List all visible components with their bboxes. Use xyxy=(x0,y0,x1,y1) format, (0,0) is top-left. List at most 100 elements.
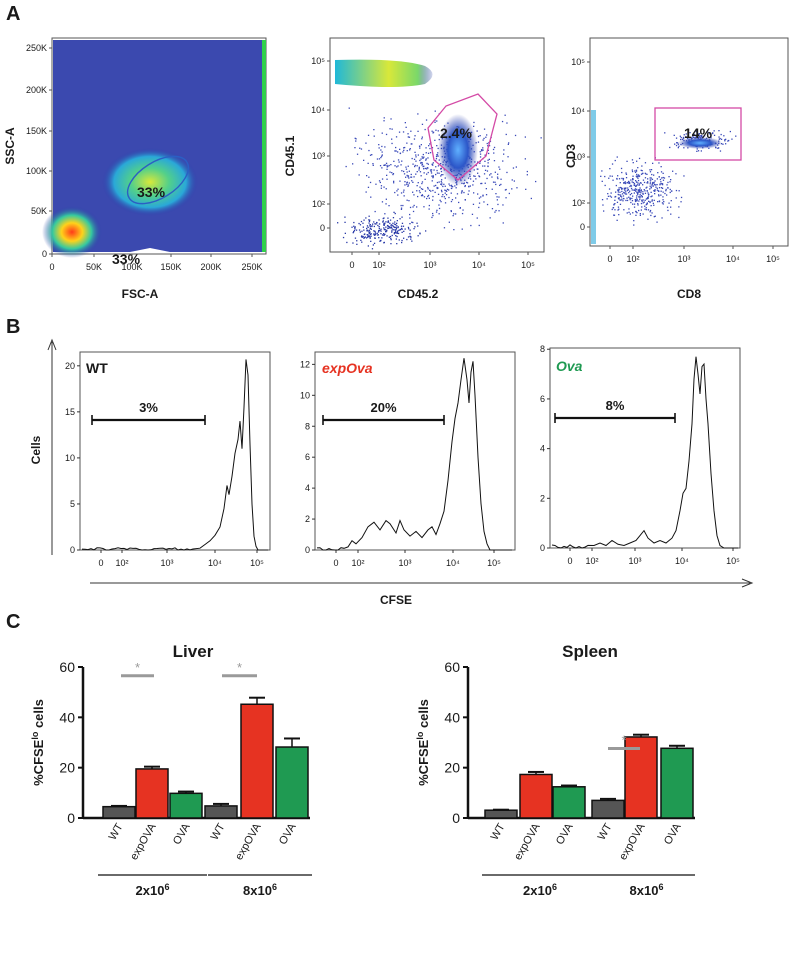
event-dot xyxy=(393,229,395,231)
event-dot xyxy=(649,185,651,187)
event-dot xyxy=(383,120,385,122)
x-tick-label: 10² xyxy=(351,558,364,568)
event-dot xyxy=(650,177,652,179)
event-dot xyxy=(362,226,364,228)
event-dot xyxy=(650,186,652,189)
event-dot xyxy=(601,170,603,172)
y-axis-label: %CFSElo cells xyxy=(415,699,431,786)
event-dot xyxy=(712,132,714,135)
event-dot xyxy=(489,174,491,176)
event-dot xyxy=(638,196,640,198)
event-dot xyxy=(501,120,504,123)
event-dot xyxy=(487,162,489,164)
event-dot xyxy=(368,149,370,152)
event-dot xyxy=(491,208,494,210)
event-dot xyxy=(438,207,441,210)
event-dot xyxy=(462,209,464,211)
event-dot xyxy=(432,175,434,177)
event-dot xyxy=(622,195,625,197)
event-dot xyxy=(640,209,642,211)
event-dot xyxy=(614,199,616,201)
event-dot xyxy=(385,221,387,223)
event-dot xyxy=(400,164,402,166)
event-dot xyxy=(645,204,647,206)
event-dot xyxy=(625,191,627,193)
event-dot xyxy=(661,202,664,204)
event-dot xyxy=(656,187,658,189)
y-tick-label: 10⁵ xyxy=(311,56,325,66)
event-dot xyxy=(364,236,366,238)
event-dot xyxy=(436,172,439,174)
event-dot xyxy=(354,228,356,230)
event-dot xyxy=(508,192,510,195)
event-dot xyxy=(484,182,486,184)
event-dot xyxy=(450,200,453,203)
x-tick-label: 10⁵ xyxy=(250,558,264,568)
event-dot xyxy=(390,226,393,228)
event-dot xyxy=(417,225,419,227)
event-dot xyxy=(629,190,631,192)
event-dot xyxy=(416,206,418,208)
event-dot xyxy=(386,235,388,237)
y-tick-label: 40 xyxy=(444,709,460,725)
event-dot xyxy=(391,234,393,237)
event-dot xyxy=(423,206,425,208)
event-dot xyxy=(433,185,435,187)
event-dot xyxy=(427,194,430,197)
event-dot xyxy=(678,190,680,192)
event-dot xyxy=(631,200,634,202)
event-dot xyxy=(436,154,439,156)
event-dot xyxy=(396,232,398,234)
event-dot xyxy=(428,145,430,147)
event-dot xyxy=(498,166,500,168)
event-dot xyxy=(396,190,398,192)
event-dot xyxy=(382,221,384,223)
event-dot xyxy=(639,196,641,199)
event-dot xyxy=(391,228,393,230)
event-dot xyxy=(421,162,423,164)
event-dot xyxy=(394,223,396,225)
event-dot xyxy=(625,172,627,174)
event-dot xyxy=(399,180,401,182)
event-dot xyxy=(632,162,634,164)
event-dot xyxy=(670,200,672,202)
category-label: OVA xyxy=(171,821,193,847)
event-dot xyxy=(436,186,438,189)
event-dot xyxy=(486,142,488,145)
event-dot xyxy=(482,149,484,151)
category-label: WT xyxy=(209,821,228,842)
y-tick-label: 10⁴ xyxy=(571,106,585,116)
event-dot xyxy=(425,230,427,232)
event-dot xyxy=(623,192,626,194)
event-dot xyxy=(635,197,638,199)
event-dot xyxy=(649,201,651,204)
event-dot xyxy=(635,210,637,213)
event-dot xyxy=(600,175,602,177)
event-dot xyxy=(427,188,429,190)
histogram-ova: Ova 0 2 4 6 8 0 10² 10³ 10⁴ 10⁵ 8% xyxy=(540,344,741,566)
event-dot xyxy=(422,188,424,190)
event-dot xyxy=(421,182,423,185)
event-dot xyxy=(650,205,652,207)
event-dot xyxy=(633,182,636,185)
event-dot xyxy=(660,181,662,183)
event-dot xyxy=(638,200,640,202)
event-dot xyxy=(432,212,434,215)
event-dot xyxy=(390,239,392,241)
event-dot xyxy=(363,237,365,239)
event-dot xyxy=(608,177,610,179)
event-dot xyxy=(638,183,641,185)
event-dot xyxy=(635,214,637,216)
event-dot xyxy=(502,160,504,162)
event-dot xyxy=(410,236,412,238)
x-tick-label: 250K xyxy=(241,262,262,272)
event-dot xyxy=(417,195,419,198)
event-dot xyxy=(438,172,440,174)
event-dot xyxy=(479,151,481,153)
event-dot xyxy=(725,138,727,140)
event-dot xyxy=(421,136,423,138)
event-dot xyxy=(662,179,665,181)
event-dot xyxy=(486,203,489,206)
event-dot xyxy=(352,242,354,244)
event-dot xyxy=(482,194,484,196)
